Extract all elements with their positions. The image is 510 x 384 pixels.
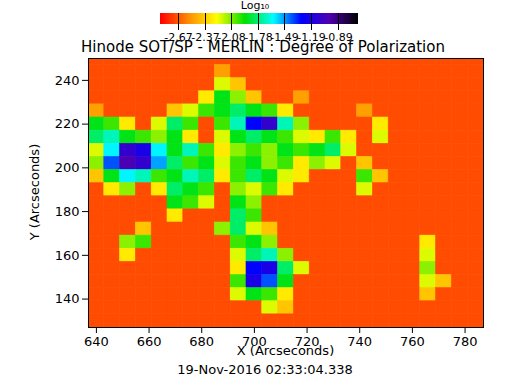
svg-text:240: 240 — [55, 73, 80, 88]
svg-text:200: 200 — [55, 160, 80, 175]
svg-text:640: 640 — [84, 334, 109, 349]
svg-text:780: 780 — [453, 334, 478, 349]
svg-text:180: 180 — [55, 204, 80, 219]
svg-text:740: 740 — [347, 334, 372, 349]
svg-text:140: 140 — [55, 291, 80, 306]
svg-text:220: 220 — [55, 116, 80, 131]
svg-text:160: 160 — [55, 247, 80, 262]
svg-text:760: 760 — [400, 334, 425, 349]
svg-text:660: 660 — [137, 334, 162, 349]
svg-text:680: 680 — [189, 334, 214, 349]
